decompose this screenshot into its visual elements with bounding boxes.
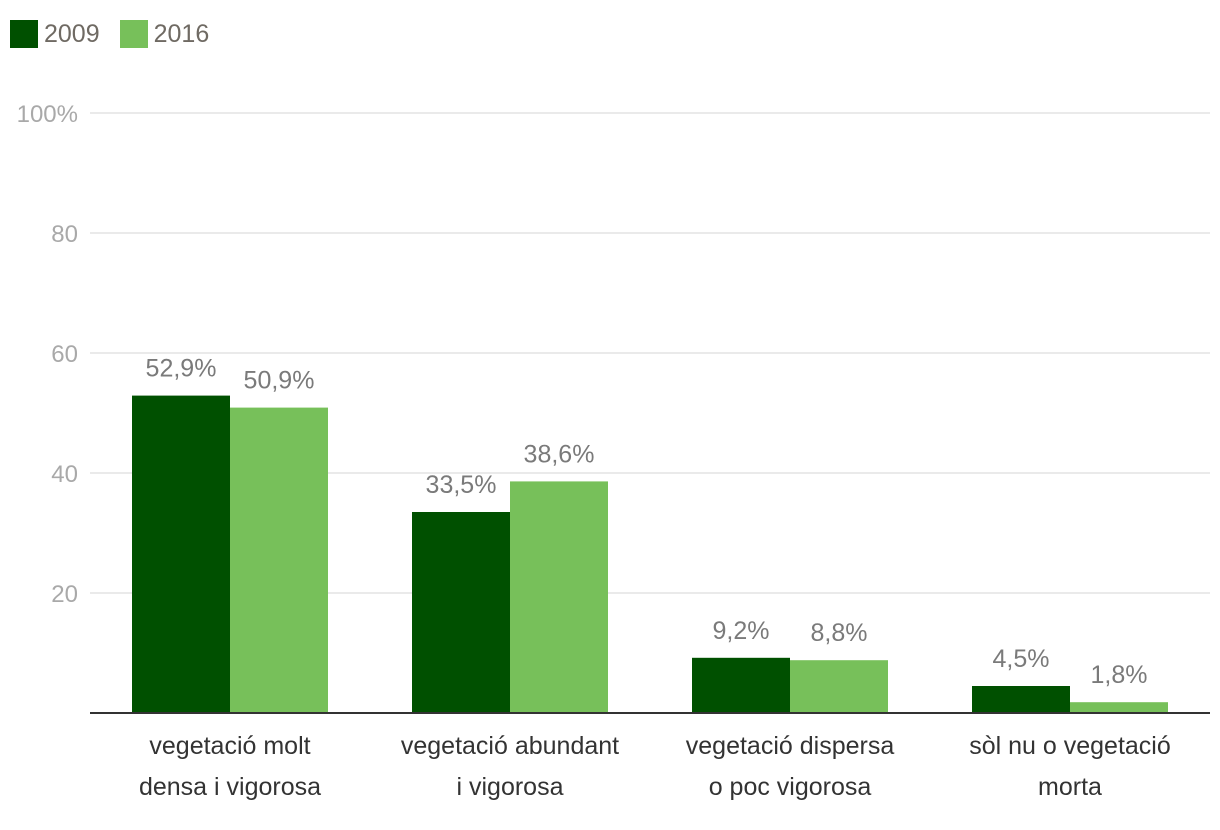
category-label: o poc vigorosa xyxy=(709,773,872,801)
data-label: 9,2% xyxy=(713,617,770,645)
category-label: sòl nu o vegetació xyxy=(969,732,1171,760)
legend-item-2009: 2009 xyxy=(10,20,100,49)
data-label: 50,9% xyxy=(244,367,315,395)
legend-swatch-2009 xyxy=(10,20,38,48)
bar-2016 xyxy=(790,660,888,713)
bar-2016 xyxy=(510,481,608,713)
y-tick-label: 100% xyxy=(17,101,78,128)
y-tick-label: 60 xyxy=(51,341,78,368)
category-label: densa i vigorosa xyxy=(139,773,321,801)
bar-2009 xyxy=(412,512,510,713)
bar-2009 xyxy=(132,395,230,713)
data-label: 33,5% xyxy=(426,471,497,499)
legend-label-2009: 2009 xyxy=(44,19,100,48)
bar-2016 xyxy=(230,407,328,713)
category-label: vegetació abundant xyxy=(401,732,619,760)
y-tick-label: 40 xyxy=(51,461,78,488)
legend-swatch-2016 xyxy=(119,20,148,48)
category-label: morta xyxy=(1038,773,1102,801)
bar-2009 xyxy=(692,657,790,713)
data-label: 1,8% xyxy=(1091,661,1148,689)
y-tick-label: 80 xyxy=(51,221,78,248)
legend-label-2016: 2016 xyxy=(153,19,210,48)
data-label: 38,6% xyxy=(524,440,595,468)
category-label: i vigorosa xyxy=(457,773,564,801)
y-tick-label: 20 xyxy=(51,581,78,608)
data-label: 8,8% xyxy=(811,619,868,647)
bar-2016 xyxy=(1070,702,1168,713)
category-label: vegetació dispersa xyxy=(686,732,895,760)
legend-item-2016: 2016 xyxy=(119,19,210,49)
legend: 2009 2016 xyxy=(10,18,209,50)
data-label: 4,5% xyxy=(993,645,1050,673)
category-label: vegetació molt xyxy=(149,732,310,760)
data-label: 52,9% xyxy=(146,355,217,383)
bar-2009 xyxy=(972,686,1070,713)
